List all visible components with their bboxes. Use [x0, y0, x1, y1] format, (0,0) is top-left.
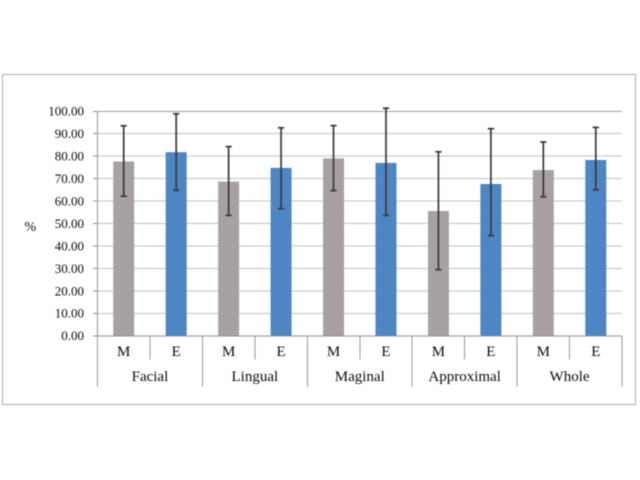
svg-text:80.00: 80.00	[55, 148, 84, 163]
svg-text:70.00: 70.00	[55, 171, 84, 186]
svg-text:30.00: 30.00	[55, 261, 84, 276]
svg-text:10.00: 10.00	[55, 306, 84, 321]
svg-text:20.00: 20.00	[55, 283, 84, 298]
svg-text:50.00: 50.00	[55, 216, 84, 231]
svg-text:Maginal: Maginal	[335, 369, 385, 385]
svg-text:0.00: 0.00	[61, 328, 84, 343]
svg-text:Facial: Facial	[132, 369, 169, 385]
svg-text:%: %	[25, 220, 37, 235]
svg-text:M: M	[432, 344, 445, 360]
svg-text:M: M	[327, 344, 340, 360]
svg-text:E: E	[486, 344, 495, 360]
svg-text:M: M	[537, 344, 550, 360]
svg-text:E: E	[276, 344, 285, 360]
svg-text:60.00: 60.00	[55, 193, 84, 208]
svg-text:Whole: Whole	[550, 369, 590, 385]
svg-text:E: E	[591, 344, 600, 360]
svg-text:M: M	[222, 344, 235, 360]
svg-text:100.00: 100.00	[48, 103, 84, 118]
svg-text:Lingual: Lingual	[232, 369, 279, 385]
svg-text:40.00: 40.00	[55, 238, 84, 253]
svg-text:90.00: 90.00	[55, 126, 84, 141]
svg-text:M: M	[117, 344, 130, 360]
svg-text:Approximal: Approximal	[428, 369, 501, 385]
svg-text:E: E	[172, 344, 181, 360]
svg-text:E: E	[381, 344, 390, 360]
